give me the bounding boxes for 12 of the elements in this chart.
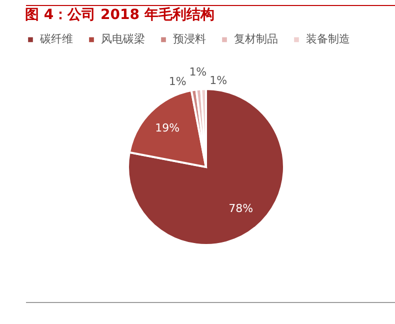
legend-label: 碳纤维 xyxy=(39,32,73,46)
data-label: 1% xyxy=(189,65,207,78)
legend-label: 预浸料 xyxy=(173,32,206,46)
data-label: 1% xyxy=(168,75,186,88)
legend-label: 装备制造 xyxy=(306,32,350,46)
legend-label: 复材制品 xyxy=(234,32,278,46)
legend-label: 风电碳梁 xyxy=(101,32,145,46)
data-label: 19% xyxy=(155,121,180,134)
data-label: 1% xyxy=(210,74,228,88)
chart-title: 图 4：公司 2018 年毛利结构 xyxy=(25,6,214,23)
pie-slice xyxy=(127,88,285,246)
data-label: 78% xyxy=(228,202,254,216)
